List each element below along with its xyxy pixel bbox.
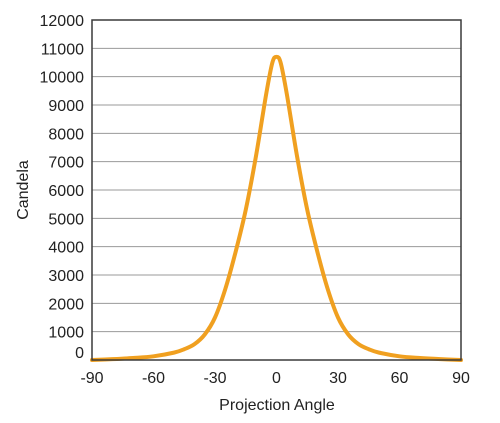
x-tick-labels: -90 -60 -30 0 30 60 90 bbox=[80, 370, 470, 387]
x-tick-label: 30 bbox=[329, 370, 347, 387]
plot-frame bbox=[91, 19, 462, 361]
y-tick-label: 8000 bbox=[48, 126, 84, 143]
x-axis-title: Projection Angle bbox=[219, 397, 335, 414]
y-tick-label: 4000 bbox=[48, 240, 84, 257]
y-tick-label: 10000 bbox=[40, 70, 85, 87]
x-tick-label: -90 bbox=[80, 370, 103, 387]
y-tick-label: 7000 bbox=[48, 155, 84, 172]
x-tick-label: -30 bbox=[203, 370, 226, 387]
x-tick-label: -60 bbox=[142, 370, 165, 387]
y-tick-label: 6000 bbox=[48, 183, 84, 200]
x-tick-label: 90 bbox=[452, 370, 470, 387]
y-tick-label: 2000 bbox=[48, 296, 84, 313]
y-tick-labels: 0 1000 2000 3000 4000 5000 6000 7000 8000 9000 100… bbox=[40, 13, 85, 362]
x-tick-label: 60 bbox=[391, 370, 409, 387]
y-tick-label: 9000 bbox=[48, 98, 84, 115]
y-tick-label: 1000 bbox=[48, 325, 84, 342]
y-tick-label: 12000 bbox=[40, 13, 85, 30]
y-axis-title: Candela bbox=[15, 160, 32, 220]
y-tick-label: 11000 bbox=[41, 41, 84, 58]
series-line-0 bbox=[90, 54, 463, 362]
x-tick-label: 0 bbox=[272, 370, 281, 387]
series-layer bbox=[90, 54, 463, 362]
y-tick-label: 0 bbox=[75, 345, 84, 362]
grid-lines bbox=[92, 47, 461, 333]
y-tick-label: 5000 bbox=[48, 211, 84, 228]
y-tick-label: 3000 bbox=[48, 268, 84, 285]
